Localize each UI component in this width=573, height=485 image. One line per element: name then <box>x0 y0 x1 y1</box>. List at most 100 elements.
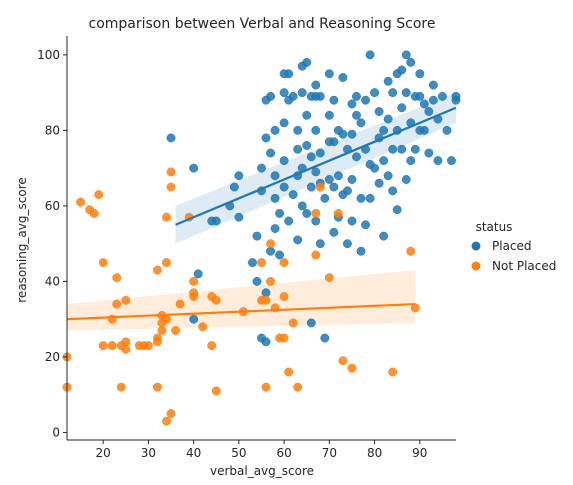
point-placed <box>342 239 352 249</box>
point-placed <box>447 156 456 166</box>
point-not-placed <box>162 212 171 222</box>
point-placed <box>315 148 325 158</box>
point-placed <box>338 73 348 82</box>
point-not-placed <box>315 182 325 192</box>
point-placed <box>379 156 389 166</box>
point-placed <box>383 114 393 124</box>
point-placed <box>311 125 321 135</box>
data-points <box>62 50 461 426</box>
point-placed <box>347 99 357 109</box>
x-tick-label: 80 <box>367 446 382 460</box>
point-not-placed <box>279 333 289 343</box>
point-placed <box>266 246 275 256</box>
point-not-placed <box>153 337 162 347</box>
point-placed <box>352 91 361 101</box>
point-placed <box>315 91 325 101</box>
point-not-placed <box>288 318 298 328</box>
point-not-placed <box>211 386 221 396</box>
point-placed <box>388 88 398 98</box>
point-placed <box>189 163 199 173</box>
point-placed <box>365 193 375 203</box>
point-placed <box>211 216 221 226</box>
point-not-placed <box>207 341 217 351</box>
point-placed <box>324 69 334 79</box>
point-placed <box>297 201 307 211</box>
point-placed <box>293 144 303 154</box>
point-not-placed <box>293 382 303 392</box>
legend-marker-not-placed <box>471 261 481 271</box>
point-placed <box>248 258 257 267</box>
point-placed <box>383 171 393 181</box>
point-not-placed <box>311 250 321 260</box>
y-tick-label: 40 <box>45 274 60 288</box>
point-placed <box>374 178 384 188</box>
point-placed <box>193 269 203 279</box>
point-placed <box>306 182 316 192</box>
point-placed <box>234 212 244 222</box>
point-placed <box>356 118 366 128</box>
point-not-placed <box>121 295 131 305</box>
y-tick-label: 80 <box>45 123 60 137</box>
point-not-placed <box>406 246 416 256</box>
point-placed <box>266 91 275 101</box>
y-tick-label: 0 <box>52 425 60 439</box>
point-placed <box>270 125 280 135</box>
point-placed <box>392 205 402 215</box>
point-not-placed <box>98 341 108 351</box>
point-placed <box>347 175 357 184</box>
point-placed <box>397 103 407 113</box>
point-placed <box>252 231 262 241</box>
point-not-placed <box>284 367 294 377</box>
point-placed <box>388 144 398 154</box>
point-placed <box>288 190 298 200</box>
point-placed <box>428 80 438 90</box>
point-not-placed <box>107 341 117 351</box>
chart-title: comparison between Verbal and Reasoning … <box>89 16 436 32</box>
point-not-placed <box>121 337 131 347</box>
point-not-placed <box>112 273 122 283</box>
point-placed <box>257 163 266 173</box>
point-placed <box>433 156 443 166</box>
point-placed <box>189 314 199 324</box>
x-axis-label: verbal_avg_score <box>210 464 314 478</box>
point-placed <box>261 337 271 347</box>
point-placed <box>374 107 384 116</box>
point-not-placed <box>333 209 343 218</box>
point-not-placed <box>261 382 271 392</box>
point-not-placed <box>162 416 171 426</box>
point-placed <box>275 209 285 218</box>
point-placed <box>166 133 176 143</box>
point-not-placed <box>311 209 321 218</box>
point-placed <box>379 231 389 241</box>
point-placed <box>320 333 330 343</box>
point-placed <box>284 69 294 79</box>
point-not-placed <box>162 314 171 324</box>
point-not-placed <box>388 367 398 377</box>
point-placed <box>415 69 425 79</box>
point-placed <box>266 148 275 158</box>
point-placed <box>365 50 375 60</box>
point-placed <box>442 125 452 135</box>
point-not-placed <box>162 258 171 267</box>
point-not-placed <box>266 276 275 286</box>
point-placed <box>424 148 434 158</box>
point-placed <box>324 110 334 120</box>
point-placed <box>270 224 280 234</box>
point-placed <box>428 95 438 105</box>
point-placed <box>234 171 244 181</box>
point-placed <box>347 216 357 226</box>
point-placed <box>352 110 361 120</box>
regression-line-placed <box>175 106 457 226</box>
legend-marker-placed <box>471 241 481 251</box>
point-placed <box>270 193 280 203</box>
point-placed <box>293 125 303 135</box>
point-placed <box>424 107 434 116</box>
x-tick-label: 30 <box>141 446 156 460</box>
point-placed <box>229 182 239 192</box>
point-placed <box>401 88 411 98</box>
point-not-placed <box>189 292 199 301</box>
point-placed <box>383 76 393 86</box>
regression-lines <box>66 106 457 321</box>
point-placed <box>401 50 411 60</box>
